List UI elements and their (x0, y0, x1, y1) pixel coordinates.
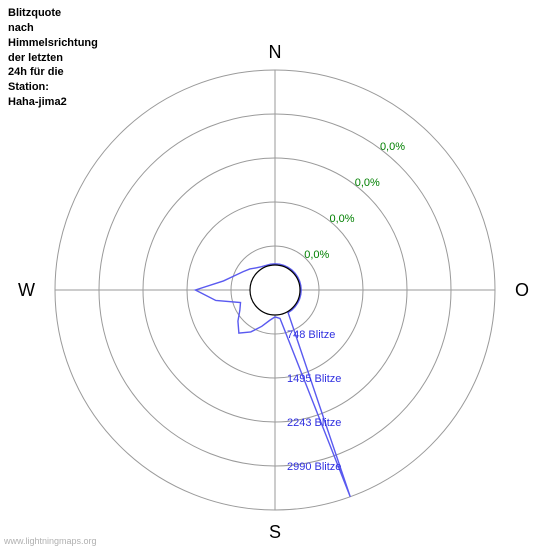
compass-w: W (18, 280, 35, 300)
chart-container: Blitzquote nach Himmelsrichtung der letz… (0, 0, 550, 550)
ring-pct-label: 0,0% (355, 177, 380, 189)
ring-pct-label: 0,0% (329, 213, 354, 225)
ring-pct-label: 0,0% (380, 141, 405, 153)
blitz-label: 2243 Blitze (287, 417, 341, 429)
blitz-label: 2990 Blitze (287, 461, 341, 473)
footer-credit: www.lightningmaps.org (4, 536, 97, 546)
compass-n: N (269, 42, 282, 62)
ring-pct-label: 0,0% (304, 249, 329, 261)
blitz-label: 1495 Blitze (287, 373, 341, 385)
blitz-label: 748 Blitze (287, 329, 335, 341)
compass-e: O (515, 280, 529, 300)
center-hole (250, 265, 300, 315)
compass-s: S (269, 522, 281, 542)
polar-chart: 0,0% 0,0% 0,0% 0,0% 748 Blitze 1495 Blitze 224… (0, 0, 550, 550)
